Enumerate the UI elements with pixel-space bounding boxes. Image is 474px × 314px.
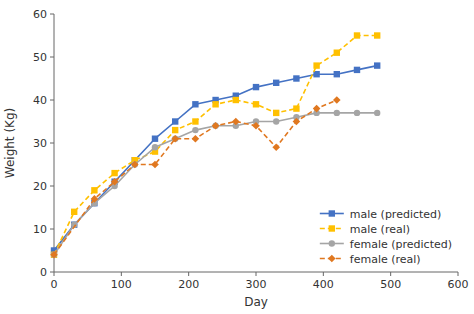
point-marker — [333, 96, 341, 104]
x-tick-label: 0 — [51, 278, 58, 291]
point-marker — [253, 101, 259, 107]
point-marker — [192, 127, 198, 133]
point-marker — [354, 67, 360, 73]
x-tick-label: 600 — [448, 278, 469, 291]
point-marker — [334, 110, 340, 116]
point-marker — [192, 101, 198, 107]
y-tick — [50, 272, 54, 273]
point-marker — [252, 122, 260, 130]
point-marker — [172, 118, 178, 124]
y-tick — [50, 229, 54, 230]
series — [51, 32, 381, 258]
point-marker — [111, 178, 119, 186]
legend: male (predicted) male (real) female (predi… — [320, 208, 452, 266]
y-tick-label: 50 — [33, 51, 47, 64]
series — [51, 62, 381, 253]
series-line — [54, 100, 337, 255]
point-marker — [354, 110, 360, 116]
point-marker — [293, 118, 301, 126]
plot-area — [50, 32, 380, 258]
x-tick-label: 300 — [246, 278, 267, 291]
point-marker — [273, 80, 279, 86]
point-marker — [132, 161, 138, 167]
y-tick-label: 0 — [40, 266, 47, 279]
point-marker — [273, 118, 279, 124]
chart: 0 100 200 300 400 500 600 0 10 20 30 40 50 60 Day Weigh… — [0, 0, 474, 314]
legend-label: male (predicted) — [350, 208, 442, 221]
x-tick — [256, 272, 257, 276]
x-tick — [458, 272, 459, 276]
point-marker — [374, 110, 380, 116]
point-marker — [374, 62, 380, 68]
legend-marker — [328, 255, 336, 263]
y-tick — [50, 186, 54, 187]
point-marker — [313, 105, 321, 113]
y-tick — [50, 14, 54, 15]
x-tick-label: 500 — [380, 278, 401, 291]
point-marker — [91, 187, 97, 193]
y-tick-label: 40 — [33, 94, 47, 107]
y-tick — [50, 57, 54, 58]
y-tick — [50, 143, 54, 144]
x-axis-label: Day — [244, 295, 268, 309]
point-marker — [354, 32, 360, 38]
series — [51, 110, 381, 258]
legend-marker — [329, 225, 335, 231]
point-marker — [131, 161, 139, 169]
x-tick — [390, 272, 391, 276]
legend-label: female (real) — [350, 253, 421, 266]
point-marker — [212, 101, 218, 107]
y-tick-label: 10 — [33, 223, 47, 236]
x-tick — [188, 272, 189, 276]
point-marker — [272, 144, 280, 152]
point-marker — [192, 118, 198, 124]
point-marker — [192, 135, 200, 143]
series-line — [54, 36, 377, 255]
y-tick-label: 20 — [33, 180, 47, 193]
x-tick-label: 400 — [313, 278, 334, 291]
point-marker — [151, 161, 159, 169]
point-marker — [71, 209, 77, 215]
point-marker — [334, 50, 340, 56]
point-marker — [212, 122, 220, 130]
point-marker — [172, 127, 178, 133]
x-tick-label: 200 — [178, 278, 199, 291]
point-marker — [232, 118, 240, 126]
x-tick — [323, 272, 324, 276]
y-tick — [50, 100, 54, 101]
point-marker — [374, 32, 380, 38]
point-marker — [334, 71, 340, 77]
legend-marker — [329, 240, 335, 246]
point-marker — [152, 136, 158, 142]
point-marker — [253, 84, 259, 90]
point-marker — [171, 135, 179, 143]
point-marker — [273, 110, 279, 116]
series-line — [54, 66, 377, 251]
point-marker — [233, 97, 239, 103]
y-tick-label: 30 — [33, 137, 47, 150]
legend-label: female (predicted) — [350, 238, 452, 251]
legend-label: male (real) — [350, 223, 410, 236]
point-marker — [293, 105, 299, 111]
point-marker — [111, 170, 117, 176]
point-marker — [152, 144, 158, 150]
series-line — [54, 113, 377, 255]
point-marker — [293, 75, 299, 81]
point-marker — [50, 251, 58, 259]
y-tick-label: 60 — [33, 8, 47, 21]
point-marker — [313, 62, 319, 68]
point-marker — [91, 195, 99, 203]
x-tick-label: 100 — [111, 278, 132, 291]
series — [50, 96, 340, 258]
x-tick — [54, 272, 55, 276]
x-tick — [121, 272, 122, 276]
y-axis-label: Weight (Kg) — [3, 108, 17, 178]
legend-marker — [329, 210, 335, 216]
